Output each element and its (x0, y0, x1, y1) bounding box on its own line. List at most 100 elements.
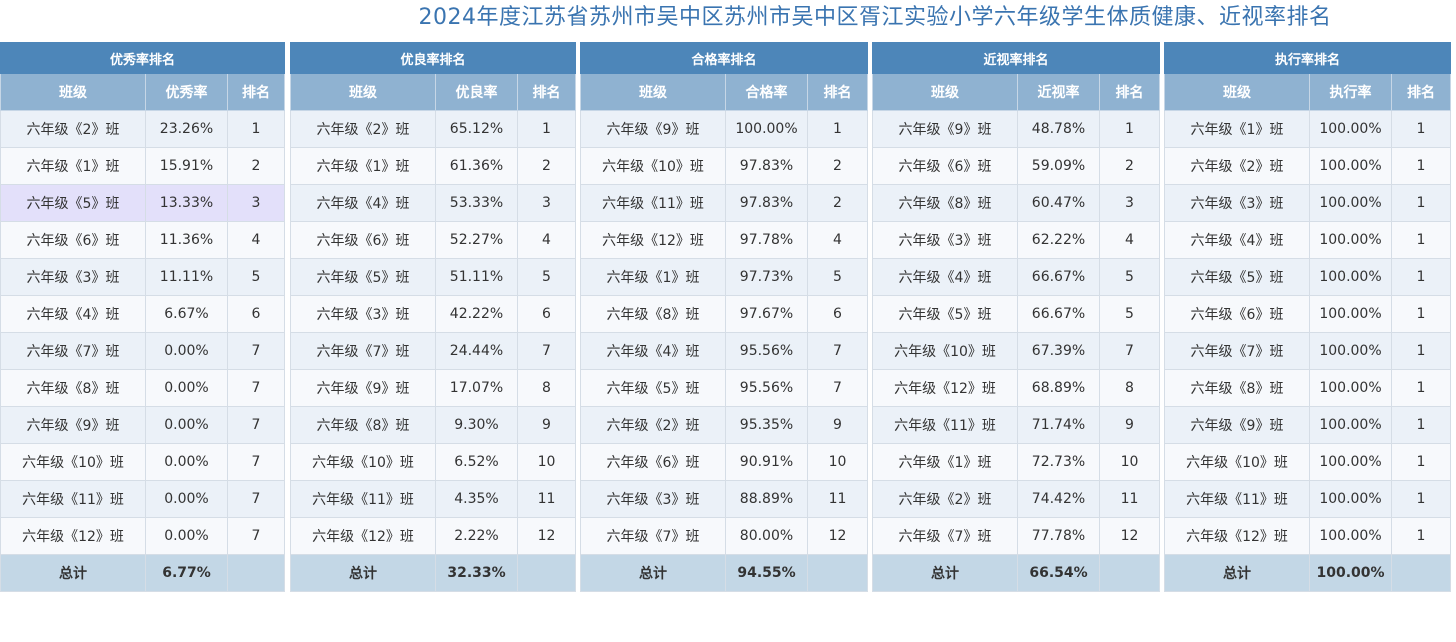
rate-cell: 0.00% (145, 369, 228, 407)
table-row: 六年级《12》班 68.89% 8 (872, 369, 1161, 407)
table-row: 六年级《8》班 60.47% 3 (872, 184, 1161, 222)
rate-cell: 24.44% (435, 332, 518, 370)
class-name-cell: 六年级《11》班 (290, 480, 436, 518)
rate-cell: 100.00% (1309, 110, 1392, 148)
table-row: 六年级《4》班 6.67% 6 (0, 295, 286, 333)
column-header: 优良率 (435, 73, 518, 111)
table-row: 六年级《9》班 0.00% 7 (0, 406, 286, 444)
rate-cell: 52.27% (435, 221, 518, 259)
rank-cell: 4 (226, 221, 286, 259)
rank-cell: 11 (1098, 480, 1161, 518)
table-row: 六年级《9》班 17.07% 8 (290, 369, 577, 407)
class-name-cell: 六年级《4》班 (0, 295, 146, 333)
rank-cell: 5 (806, 258, 869, 296)
total-rate: 32.33% (435, 554, 518, 592)
class-name-cell: 六年级《4》班 (580, 332, 726, 370)
rate-cell: 71.74% (1017, 406, 1100, 444)
table-row: 六年级《12》班 100.00% 1 (1164, 517, 1452, 555)
rate-cell: 66.67% (1017, 295, 1100, 333)
rank-cell: 2 (226, 147, 286, 185)
panel-excellent-ranking: 优秀率排名 班级 优秀率 排名 六年级《2》班 23.26% 1 六年级《1》班 15.91% 2… (0, 42, 286, 592)
rate-cell: 100.00% (1309, 221, 1392, 259)
class-name-cell: 六年级《5》班 (580, 369, 726, 407)
class-name-cell: 六年级《1》班 (290, 147, 436, 185)
rank-cell: 7 (226, 332, 286, 370)
table-row: 六年级《10》班 100.00% 1 (1164, 443, 1452, 481)
class-name-cell: 六年级《4》班 (872, 258, 1018, 296)
class-name-cell: 六年级《6》班 (290, 221, 436, 259)
rate-cell: 97.83% (725, 184, 808, 222)
table-row: 六年级《6》班 59.09% 2 (872, 147, 1161, 185)
rank-cell: 7 (226, 480, 286, 518)
column-header: 排名 (806, 73, 869, 111)
rank-cell: 2 (516, 147, 577, 185)
class-name-cell: 六年级《7》班 (1164, 332, 1310, 370)
rate-cell: 11.11% (145, 258, 228, 296)
rank-cell: 1 (1390, 480, 1452, 518)
table-row: 六年级《8》班 9.30% 9 (290, 406, 577, 444)
rank-cell: 7 (806, 369, 869, 407)
rank-cell: 1 (1390, 110, 1452, 148)
rank-cell: 1 (1390, 147, 1452, 185)
rate-cell: 59.09% (1017, 147, 1100, 185)
rate-cell: 0.00% (145, 332, 228, 370)
table-row: 六年级《11》班 71.74% 9 (872, 406, 1161, 444)
rank-cell: 3 (226, 184, 286, 222)
total-rate: 100.00% (1309, 554, 1392, 592)
rate-cell: 62.22% (1017, 221, 1100, 259)
rate-cell: 0.00% (145, 443, 228, 481)
rate-cell: 95.35% (725, 406, 808, 444)
class-name-cell: 六年级《9》班 (0, 406, 146, 444)
rate-cell: 72.73% (1017, 443, 1100, 481)
class-name-cell: 六年级《6》班 (1164, 295, 1310, 333)
rate-cell: 80.00% (725, 517, 808, 555)
rank-cell: 7 (806, 332, 869, 370)
class-name-cell: 六年级《2》班 (872, 480, 1018, 518)
rate-cell: 95.56% (725, 332, 808, 370)
class-name-cell: 六年级《2》班 (290, 110, 436, 148)
rank-cell: 1 (1390, 295, 1452, 333)
table-row: 六年级《5》班 13.33% 3 (0, 184, 286, 222)
rank-cell: 12 (516, 517, 577, 555)
rate-cell: 13.33% (145, 184, 228, 222)
rank-cell: 4 (516, 221, 577, 259)
total-row: 总计 6.77% (0, 554, 286, 592)
table-row: 六年级《10》班 0.00% 7 (0, 443, 286, 481)
class-name-cell: 六年级《11》班 (872, 406, 1018, 444)
table-row: 六年级《11》班 0.00% 7 (0, 480, 286, 518)
class-name-cell: 六年级《3》班 (1164, 184, 1310, 222)
table-row: 六年级《10》班 6.52% 10 (290, 443, 577, 481)
execution-ranking-table: 执行率排名 班级 执行率 排名 六年级《1》班 100.00% 1 六年级《2》班 100.00… (1163, 42, 1452, 592)
column-header: 班级 (290, 73, 436, 111)
rank-cell: 1 (1098, 110, 1161, 148)
column-header: 执行率 (1309, 73, 1392, 111)
rate-cell: 100.00% (1309, 517, 1392, 555)
table-row: 六年级《6》班 52.27% 4 (290, 221, 577, 259)
rate-cell: 17.07% (435, 369, 518, 407)
rate-cell: 100.00% (1309, 480, 1392, 518)
column-header: 班级 (580, 73, 726, 111)
total-row: 总计 100.00% (1164, 554, 1452, 592)
table-caption: 合格率排名 (579, 42, 869, 74)
class-name-cell: 六年级《5》班 (1164, 258, 1310, 296)
rank-cell: 11 (516, 480, 577, 518)
rank-cell: 1 (1390, 443, 1452, 481)
table-row: 六年级《2》班 23.26% 1 (0, 110, 286, 148)
column-header: 近视率 (1017, 73, 1100, 111)
rate-cell: 42.22% (435, 295, 518, 333)
table-row: 六年级《3》班 11.11% 5 (0, 258, 286, 296)
rank-cell: 1 (1390, 406, 1452, 444)
total-rate: 94.55% (725, 554, 808, 592)
class-name-cell: 六年级《6》班 (0, 221, 146, 259)
rate-cell: 100.00% (1309, 443, 1392, 481)
class-name-cell: 六年级《11》班 (580, 184, 726, 222)
rate-cell: 97.83% (725, 147, 808, 185)
table-row: 六年级《4》班 66.67% 5 (872, 258, 1161, 296)
rate-cell: 100.00% (725, 110, 808, 148)
total-rank (226, 554, 286, 592)
rate-cell: 88.89% (725, 480, 808, 518)
table-row: 六年级《1》班 72.73% 10 (872, 443, 1161, 481)
table-row: 六年级《10》班 97.83% 2 (580, 147, 869, 185)
table-row: 六年级《3》班 100.00% 1 (1164, 184, 1452, 222)
rank-cell: 7 (226, 443, 286, 481)
